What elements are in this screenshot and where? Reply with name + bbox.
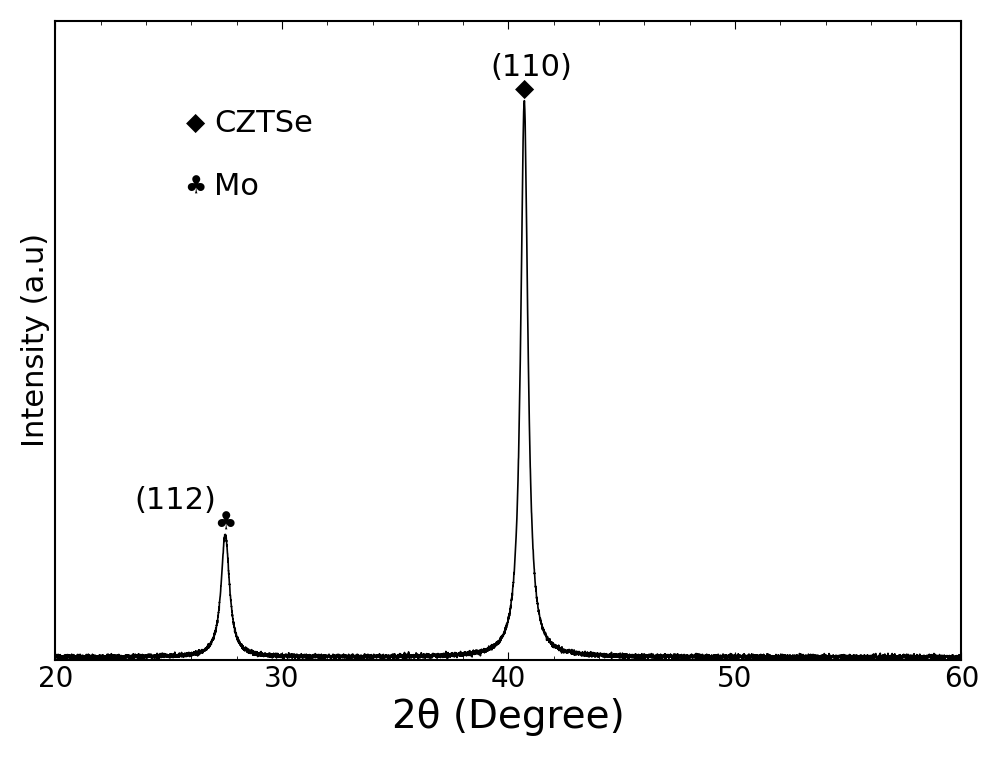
Text: ♣: ♣ — [214, 511, 236, 534]
X-axis label: 2θ (Degree): 2θ (Degree) — [392, 698, 625, 736]
Text: ♣: ♣ — [185, 175, 207, 199]
Text: CZTSe: CZTSe — [214, 108, 313, 138]
Y-axis label: Intensity (a.u): Intensity (a.u) — [21, 233, 50, 447]
Text: ◆: ◆ — [515, 77, 534, 101]
Text: (110): (110) — [490, 53, 572, 82]
Text: ◆: ◆ — [186, 111, 205, 135]
Text: (112): (112) — [135, 486, 216, 516]
Text: Mo: Mo — [214, 173, 259, 201]
